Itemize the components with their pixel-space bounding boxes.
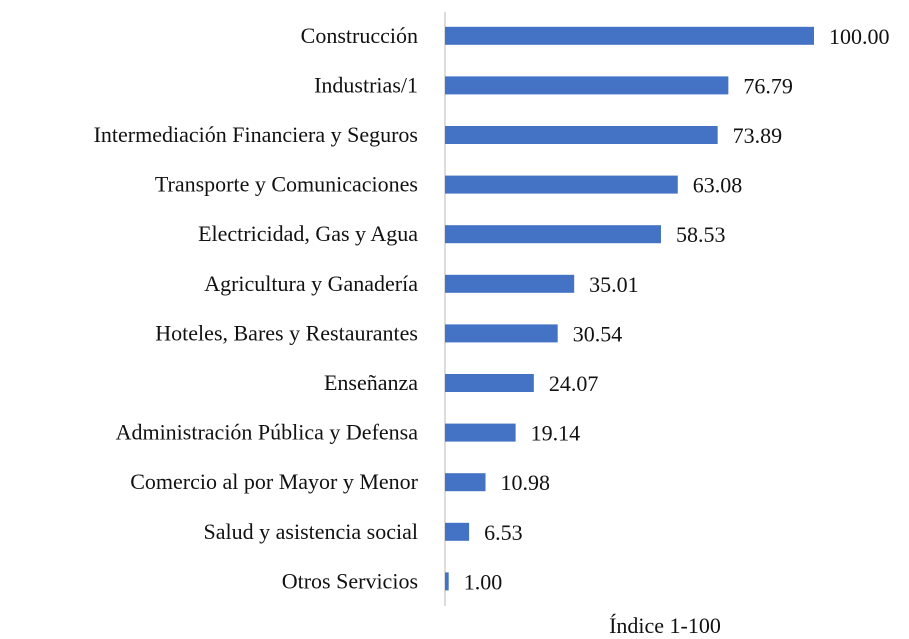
category-label: Salud y asistencia social [204,519,418,544]
bar [445,76,729,95]
category-label: Intermediación Financiera y Seguros [94,122,418,147]
category-label: Enseñanza [324,370,418,395]
category-label: Transporte y Comunicaciones [155,172,418,197]
value-label: 73.89 [733,123,783,148]
value-label: 76.79 [743,73,793,98]
category-label: Construcción [301,23,418,48]
bar [445,175,678,194]
value-label: 35.01 [589,272,639,297]
bar [445,126,718,144]
value-label: 10.98 [501,470,551,495]
category-label: Agricultura y Ganadería [204,271,418,296]
category-label: Industrias/1 [314,72,418,97]
value-label: 30.54 [573,321,623,346]
bar [445,423,516,442]
bar [445,26,814,45]
value-label: 1.00 [464,569,503,594]
category-label: Otros Servicios [282,568,418,593]
bar [445,473,486,492]
value-label: 6.53 [484,520,523,545]
x-axis-label: Índice 1-100 [609,613,721,638]
value-label: 19.14 [531,421,581,446]
category-label: Comercio al por Mayor y Menor [130,469,418,494]
bar [445,225,661,244]
bar [445,274,575,293]
bar [445,374,534,392]
bar [445,324,558,343]
category-label: Electricidad, Gas y Agua [198,221,418,246]
category-label: Hoteles, Bares y Restaurantes [155,320,418,345]
value-label: 63.08 [693,173,743,198]
value-label: 24.07 [549,371,599,396]
value-label: 100.00 [829,24,890,49]
value-label: 58.53 [676,222,726,247]
category-label: Administración Pública y Defensa [116,420,419,445]
bar [445,572,449,591]
bar [445,522,470,541]
